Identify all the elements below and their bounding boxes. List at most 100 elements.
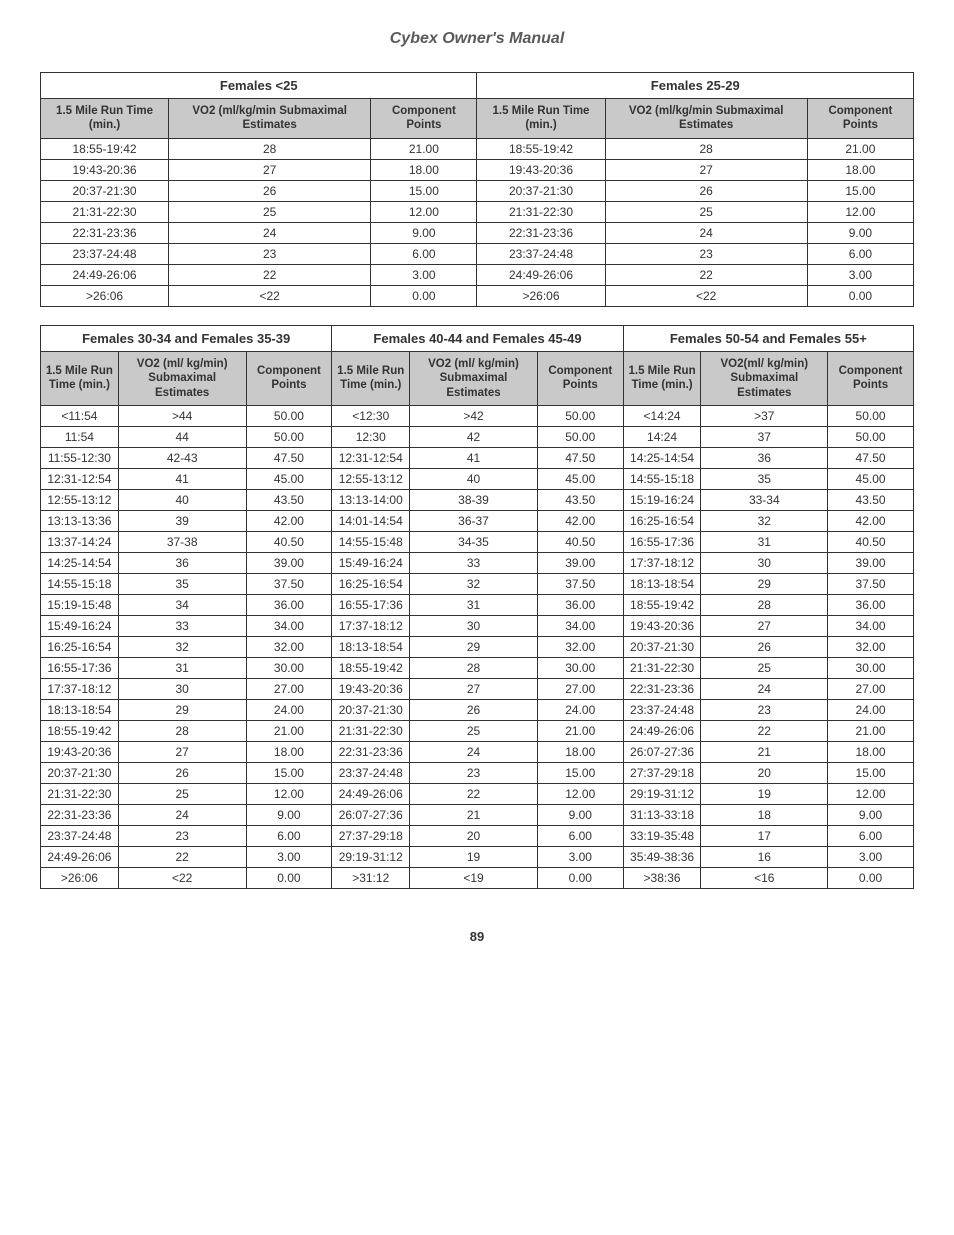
- table-cell: 27:37-29:18: [623, 762, 701, 783]
- table-row: 23:37-24:48236.0023:37-24:48236.00: [41, 243, 914, 264]
- table-row: 11:544450.0012:304250.0014:243750.00: [41, 426, 914, 447]
- table-cell: 14:55-15:18: [41, 573, 119, 594]
- table-cell: 14:55-15:18: [623, 468, 701, 489]
- col-header-time: 1.5 Mile Run Time (min.): [623, 351, 701, 405]
- table-cell: 22: [701, 720, 828, 741]
- table-cell: 25: [118, 783, 246, 804]
- table-cell: 28: [169, 138, 371, 159]
- table-cell: 9.00: [537, 804, 623, 825]
- table-cell: 32.00: [246, 636, 332, 657]
- table-cell: >26:06: [477, 285, 605, 306]
- table-cell: 45.00: [537, 468, 623, 489]
- table-cell: 43.50: [828, 489, 914, 510]
- table-cell: 33: [410, 552, 538, 573]
- table-cell: 27: [701, 615, 828, 636]
- table-cell: 23:37-24:48: [477, 243, 605, 264]
- table-cell: 42: [410, 426, 538, 447]
- table-cell: 36: [118, 552, 246, 573]
- table-cell: 40: [410, 468, 538, 489]
- table-cell: 19:43-20:36: [477, 159, 605, 180]
- table-cell: 36.00: [246, 594, 332, 615]
- table-row: 21:31-22:302512.0021:31-22:302512.00: [41, 201, 914, 222]
- table-cell: 50.00: [246, 426, 332, 447]
- table-females-older: Females 30-34 and Females 35-39 Females …: [40, 325, 914, 889]
- col-header-points: Component Points: [828, 351, 914, 405]
- table-row: 24:49-26:06223.0029:19-31:12193.0035:49-…: [41, 846, 914, 867]
- table-row: 22:31-23:36249.0022:31-23:36249.00: [41, 222, 914, 243]
- table-cell: 30: [410, 615, 538, 636]
- table-cell: 21.00: [537, 720, 623, 741]
- table-cell: 15:49-16:24: [332, 552, 410, 573]
- table-cell: 24.00: [537, 699, 623, 720]
- table-cell: 40.50: [246, 531, 332, 552]
- table-cell: 17: [701, 825, 828, 846]
- table-row: 23:37-24:48236.0027:37-29:18206.0033:19-…: [41, 825, 914, 846]
- table-cell: 15.00: [828, 762, 914, 783]
- table-cell: 20: [701, 762, 828, 783]
- group-header: Females 50-54 and Females 55+: [623, 325, 913, 351]
- table-cell: 11:55-12:30: [41, 447, 119, 468]
- table-cell: 28: [118, 720, 246, 741]
- table-cell: 24.00: [828, 699, 914, 720]
- table-cell: 32: [701, 510, 828, 531]
- table-cell: 21:31-22:30: [41, 201, 169, 222]
- col-header-points: Component Points: [537, 351, 623, 405]
- table-cell: 12.00: [828, 783, 914, 804]
- table-cell: 43.50: [246, 489, 332, 510]
- table-cell: 19: [410, 846, 538, 867]
- table-cell: 31: [410, 594, 538, 615]
- table-cell: 23: [605, 243, 807, 264]
- table-cell: 26: [410, 699, 538, 720]
- table-row: 20:37-21:302615.0020:37-21:302615.00: [41, 180, 914, 201]
- table-cell: 35:49-38:36: [623, 846, 701, 867]
- group-header: Females <25: [41, 73, 477, 99]
- table-cell: 34-35: [410, 531, 538, 552]
- table-cell: 9.00: [246, 804, 332, 825]
- table-cell: 20:37-21:30: [623, 636, 701, 657]
- table-cell: 34.00: [246, 615, 332, 636]
- table-cell: 42-43: [118, 447, 246, 468]
- table-cell: 34.00: [828, 615, 914, 636]
- table-cell: 16:55-17:36: [623, 531, 701, 552]
- table-cell: 35: [118, 573, 246, 594]
- table-cell: 17:37-18:12: [41, 678, 119, 699]
- table-cell: 24:49-26:06: [41, 264, 169, 285]
- table-cell: 17:37-18:12: [623, 552, 701, 573]
- table-cell: 32: [410, 573, 538, 594]
- table-cell: 6.00: [246, 825, 332, 846]
- table-row: 19:43-20:362718.0019:43-20:362718.00: [41, 159, 914, 180]
- table-cell: 22:31-23:36: [477, 222, 605, 243]
- table-cell: 37-38: [118, 531, 246, 552]
- table-cell: 25: [169, 201, 371, 222]
- table-cell: 40.50: [828, 531, 914, 552]
- table-cell: 3.00: [828, 846, 914, 867]
- table-cell: 36.00: [537, 594, 623, 615]
- table-cell: 14:01-14:54: [332, 510, 410, 531]
- table-row: 24:49-26:06223.0024:49-26:06223.00: [41, 264, 914, 285]
- table-cell: <11:54: [41, 405, 119, 426]
- table-cell: 29:19-31:12: [332, 846, 410, 867]
- table-row: 20:37-21:302615.0023:37-24:482315.0027:3…: [41, 762, 914, 783]
- table-cell: >44: [118, 405, 246, 426]
- table-cell: 33-34: [701, 489, 828, 510]
- table-cell: 36-37: [410, 510, 538, 531]
- table-cell: 12:30: [332, 426, 410, 447]
- table-cell: 42.00: [537, 510, 623, 531]
- col-header-time: 1.5 Mile Run Time (min.): [41, 99, 169, 139]
- table-cell: 50.00: [828, 405, 914, 426]
- table-cell: 21.00: [246, 720, 332, 741]
- table-cell: 40.50: [537, 531, 623, 552]
- page-number: 89: [40, 929, 914, 944]
- table-cell: <14:24: [623, 405, 701, 426]
- table-cell: 16:55-17:36: [41, 657, 119, 678]
- table-cell: 22:31-23:36: [623, 678, 701, 699]
- table-cell: 26: [169, 180, 371, 201]
- table-cell: 23: [701, 699, 828, 720]
- table-cell: >26:06: [41, 285, 169, 306]
- table-cell: 23:37-24:48: [332, 762, 410, 783]
- col-header-time: 1.5 Mile Run Time (min.): [41, 351, 119, 405]
- table-cell: 27: [118, 741, 246, 762]
- table-cell: 0.00: [371, 285, 477, 306]
- table-cell: 37.50: [246, 573, 332, 594]
- table-cell: 50.00: [537, 426, 623, 447]
